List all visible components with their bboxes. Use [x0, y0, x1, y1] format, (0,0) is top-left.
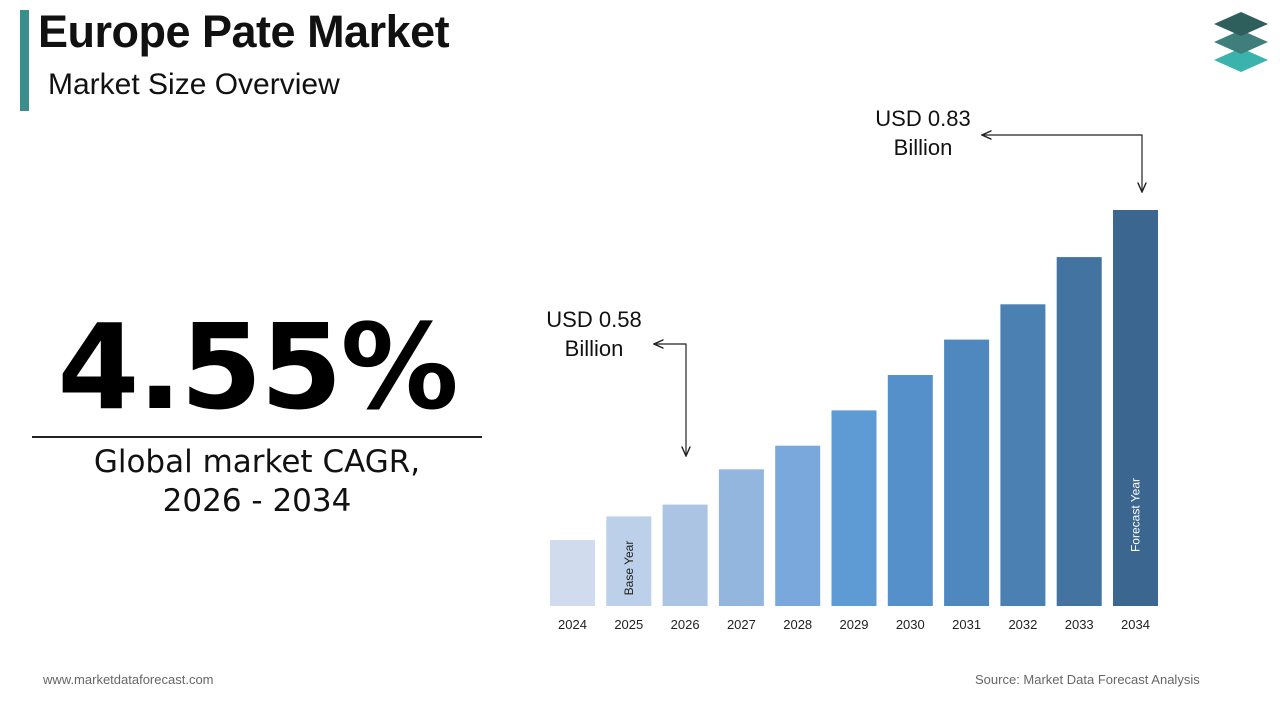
x-tick-label-2034: 2034 — [1121, 617, 1150, 632]
bar-2032 — [1000, 304, 1046, 606]
start-value-line2: Billion — [564, 336, 624, 361]
bar-2029 — [831, 410, 877, 606]
page-subtitle: Market Size Overview — [48, 68, 340, 101]
bar-2034 — [1113, 210, 1158, 606]
bar-2030 — [887, 375, 933, 606]
bar-2027 — [718, 469, 764, 606]
cagr-value: 4.55% — [57, 298, 458, 436]
end-value-callout: USD 0.83 Billion — [853, 104, 993, 162]
bar-2028 — [775, 445, 821, 606]
start-value-line1: USD 0.58 — [546, 307, 642, 332]
forecast-year-label: Forecast Year — [1129, 478, 1143, 552]
x-tick-label-2027: 2027 — [727, 617, 756, 632]
bar-2026 — [662, 504, 708, 606]
x-tick-label-2033: 2033 — [1065, 617, 1094, 632]
x-tick-label-2030: 2030 — [896, 617, 925, 632]
footer-source: Source: Market Data Forecast Analysis — [975, 672, 1200, 687]
cagr-label-line1: Global market CAGR, — [93, 444, 421, 480]
bar-2031 — [944, 339, 990, 606]
callout-end-arrow — [982, 135, 1142, 192]
cagr-label-line2: 2026 - 2034 — [162, 483, 352, 519]
x-tick-label-2028: 2028 — [783, 617, 812, 632]
stacked-layers-logo-icon — [1214, 12, 1268, 72]
end-value-line2: Billion — [893, 135, 953, 160]
bar-2025 — [606, 516, 652, 606]
page-title: Europe Pate Market — [38, 6, 450, 57]
x-tick-label-2032: 2032 — [1008, 617, 1037, 632]
bar-2024 — [550, 540, 595, 606]
callout-start-arrow — [654, 344, 686, 456]
base-year-label: Base Year — [622, 541, 636, 596]
cagr-label: Global market CAGR, 2026 - 2034 — [32, 443, 482, 521]
x-tick-label-2026: 2026 — [671, 617, 700, 632]
bar-2033 — [1056, 257, 1102, 606]
end-value-line1: USD 0.83 — [875, 106, 971, 131]
x-tick-label-2024: 2024 — [558, 617, 587, 632]
x-tick-label-2025: 2025 — [614, 617, 643, 632]
title-accent-bar — [20, 10, 29, 111]
x-tick-label-2031: 2031 — [952, 617, 981, 632]
x-tick-label-2029: 2029 — [840, 617, 869, 632]
start-value-callout: USD 0.58 Billion — [524, 305, 664, 363]
kpi-divider — [32, 436, 482, 438]
footer-website: www.marketdataforecast.com — [43, 672, 214, 687]
